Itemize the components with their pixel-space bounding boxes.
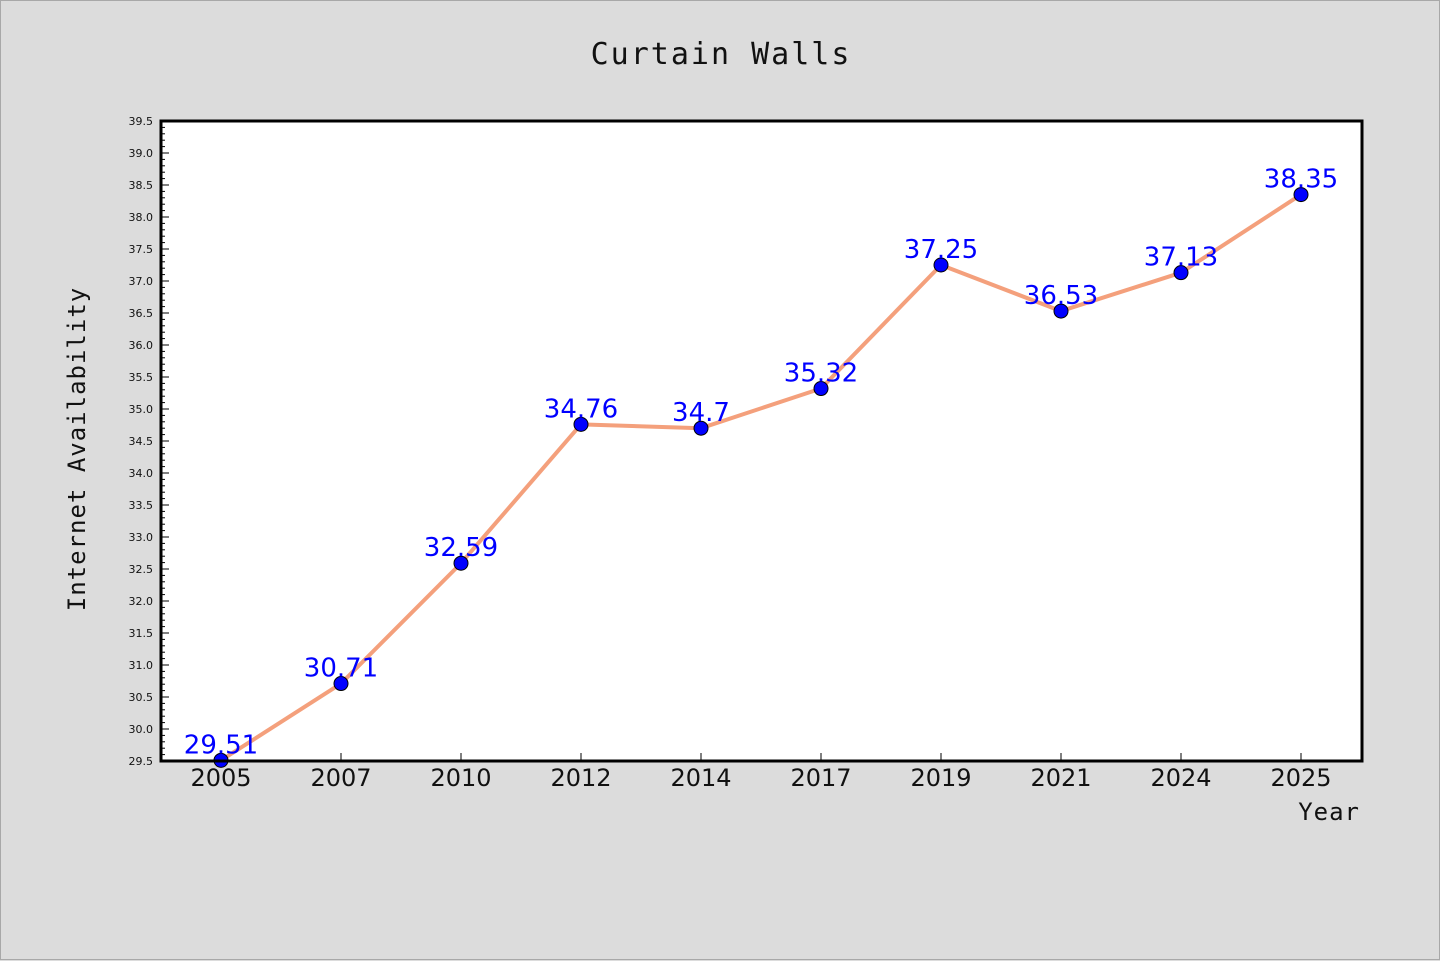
y-tick-label: 33.5 xyxy=(129,499,154,512)
y-tick-label: 39.5 xyxy=(129,115,154,128)
data-point xyxy=(1053,303,1069,319)
data-label: 36.53 xyxy=(1024,281,1098,311)
chart-title: Curtain Walls xyxy=(591,37,852,72)
data-point xyxy=(813,381,829,397)
data-label: 38.35 xyxy=(1264,165,1338,195)
data-label: 34.76 xyxy=(544,394,618,424)
data-label: 32.59 xyxy=(424,533,498,563)
x-tick-label: 2014 xyxy=(670,764,731,792)
y-tick-label: 33.0 xyxy=(129,531,154,544)
y-tick-label: 36.5 xyxy=(129,307,154,320)
x-tick-label: 2025 xyxy=(1270,764,1331,792)
plot-area xyxy=(161,121,1362,761)
x-tick-label: 2017 xyxy=(790,764,851,792)
data-label: 29.51 xyxy=(184,730,258,760)
data-label: 35.32 xyxy=(784,359,858,389)
plot-border xyxy=(159,119,1364,763)
x-tick-label: 2019 xyxy=(910,764,971,792)
data-point xyxy=(933,257,949,273)
y-tick-label: 29.5 xyxy=(129,755,154,768)
y-tick-label: 31.5 xyxy=(129,627,154,640)
y-tick-label: 30.0 xyxy=(129,723,154,736)
y-tick-label: 35.0 xyxy=(129,403,154,416)
y-tick-label: 32.0 xyxy=(129,595,154,608)
x-tick-label: 2021 xyxy=(1030,764,1091,792)
series xyxy=(213,187,1309,768)
data-label: 37.13 xyxy=(1144,243,1218,273)
x-axis-label: Year xyxy=(1298,798,1360,826)
x-tick-label: 2007 xyxy=(310,764,371,792)
x-axis: 2005 2007 2010 2012 2014 2017 2019 2021 2024 2025 xyxy=(190,753,1332,792)
data-label: 37.25 xyxy=(904,235,978,265)
y-tick-label: 38.0 xyxy=(129,211,154,224)
x-tick-label: 2005 xyxy=(190,764,251,792)
x-tick-label: 2024 xyxy=(1150,764,1211,792)
y-tick-label: 30.5 xyxy=(129,691,154,704)
y-tick-label: 38.5 xyxy=(129,179,154,192)
data-labels: 29.51 30.71 32.59 34.76 34.7 35.32 37.25 36.53 3… xyxy=(184,165,1338,761)
data-label: 30.71 xyxy=(304,654,378,684)
data-label: 34.7 xyxy=(672,398,730,428)
y-tick-label: 34.5 xyxy=(129,435,154,448)
x-tick-label: 2010 xyxy=(430,764,491,792)
data-point xyxy=(693,420,709,436)
y-tick-label: 36.0 xyxy=(129,339,154,352)
y-tick-label: 37.0 xyxy=(129,275,154,288)
series-line xyxy=(219,192,1303,763)
y-tick-label: 39.0 xyxy=(129,147,154,160)
data-point xyxy=(1173,265,1189,281)
y-axis: 29.5 30.0 30.5 31.0 31.5 32.0 32.5 33.0 33.5 34.0… xyxy=(129,115,169,768)
data-point xyxy=(573,416,589,432)
y-tick-label: 35.5 xyxy=(129,371,154,384)
data-point xyxy=(453,555,469,571)
y-axis-label: Internet Availability xyxy=(63,287,91,611)
y-tick-label: 37.5 xyxy=(129,243,154,256)
data-point xyxy=(333,676,349,692)
data-point xyxy=(1293,187,1309,203)
y-tick-label: 31.0 xyxy=(129,659,154,672)
y-tick-label: 34.0 xyxy=(129,467,154,480)
x-tick-label: 2012 xyxy=(550,764,611,792)
y-tick-label: 32.5 xyxy=(129,563,154,576)
